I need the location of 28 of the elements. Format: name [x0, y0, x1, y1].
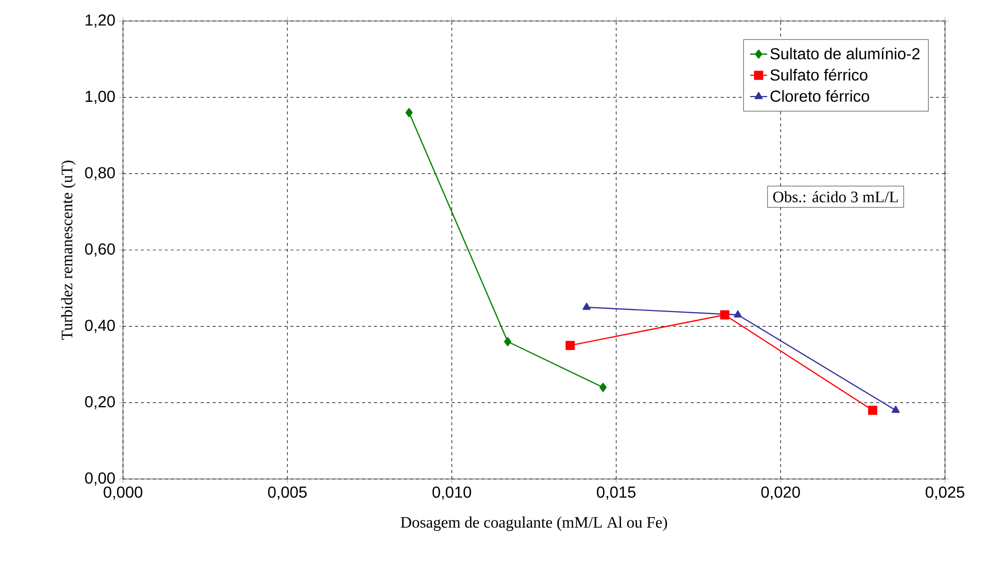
legend-label: Sultato de alumínio-2: [770, 48, 920, 60]
x-tick-label: 0,010: [432, 486, 472, 500]
x-tick-label: 0,005: [268, 486, 307, 500]
point: [868, 406, 878, 415]
point: [599, 382, 607, 392]
y-tick-label: 0,40: [85, 320, 115, 333]
annotation: Obs.: ácido 3 mL/L: [773, 191, 898, 202]
y-tick-label: 0,80: [85, 167, 115, 180]
point: [504, 337, 512, 346]
legend-label: Sulfato férrico: [770, 68, 868, 81]
point: [892, 406, 900, 413]
point: [720, 310, 730, 320]
legend-label: Cloreto férrico: [770, 90, 870, 102]
x-tick-label: 0,000: [104, 486, 142, 500]
x-tick-label: 0,015: [596, 486, 636, 500]
y-tick-label: 0,20: [85, 396, 115, 410]
point: [566, 340, 575, 350]
y-axis-title: Turbidez remanescente (uT): [61, 160, 76, 340]
y-tick-label: 1,20: [86, 14, 115, 28]
point: [582, 302, 591, 310]
y-tick-label: 1,00: [86, 90, 115, 104]
point: [405, 108, 413, 118]
y-tick-label: 0,60: [85, 243, 115, 257]
x-tick-label: 0,020: [761, 486, 800, 500]
y-tick-label: 0,00: [85, 472, 115, 486]
point: [734, 310, 742, 318]
x-tick-label: 0,025: [926, 486, 964, 500]
x-axis-title: Dosagem de coagulante (mM/L Al ou Fe): [400, 516, 668, 532]
